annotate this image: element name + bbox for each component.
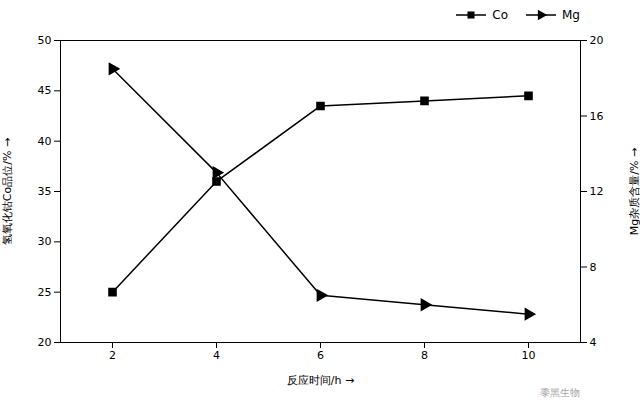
svg-text:4: 4 [590, 336, 597, 349]
svg-text:氢氧化钴Co品位/% →: 氢氧化钴Co品位/% → [1, 138, 14, 245]
svg-text:4: 4 [213, 349, 220, 362]
svg-text:8: 8 [590, 261, 597, 274]
svg-text:16: 16 [590, 110, 604, 123]
svg-text:10: 10 [522, 349, 536, 362]
svg-text:25: 25 [38, 286, 52, 299]
svg-text:6: 6 [317, 349, 324, 362]
svg-text:20: 20 [590, 34, 604, 47]
html-text:Co: Co [492, 8, 508, 22]
svg-text:40: 40 [38, 135, 52, 148]
svg-text:8: 8 [421, 349, 428, 362]
svg-text:Mg杂质含量/% →: Mg杂质含量/% → [628, 148, 640, 235]
svg-text:35: 35 [38, 185, 52, 198]
svg-text:30: 30 [38, 235, 52, 248]
html-text:Mg: Mg [562, 8, 580, 22]
svg-text:45: 45 [38, 84, 52, 97]
svg-text:12: 12 [590, 185, 604, 198]
svg-text:2: 2 [109, 349, 116, 362]
html-text:黍黑生物: 黍黑生物 [540, 387, 580, 398]
svg-text:反应时间/h →: 反应时间/h → [287, 374, 354, 387]
svg-text:50: 50 [38, 34, 52, 47]
svg-text:20: 20 [38, 336, 52, 349]
